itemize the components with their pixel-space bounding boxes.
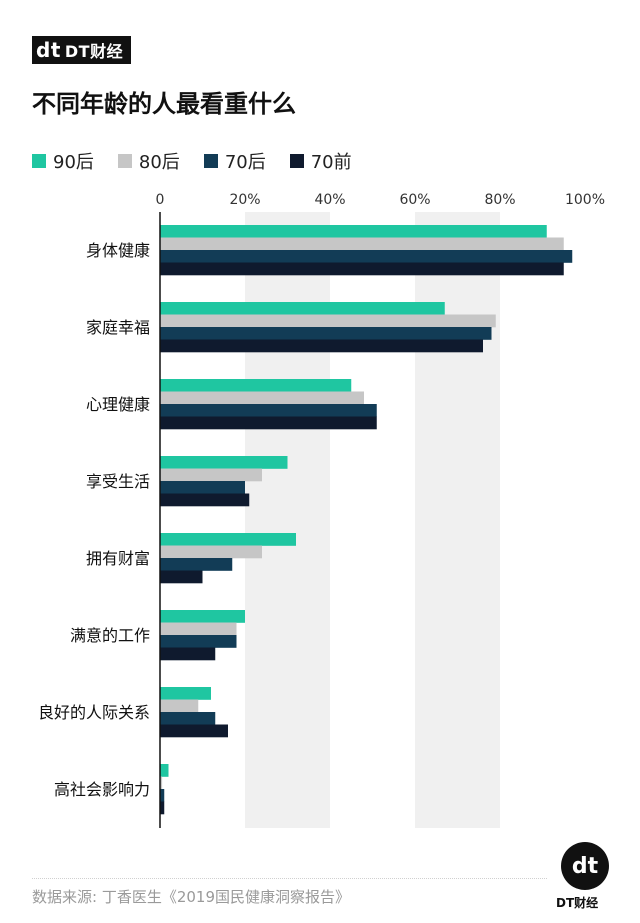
x-tick-label-3: 60%: [399, 192, 430, 208]
bar-5-0: [160, 610, 245, 623]
category-label-7: 高社会影响力: [54, 780, 150, 799]
legend-item-1: 80后: [117, 148, 180, 174]
category-label-1: 家庭幸福: [86, 318, 150, 337]
x-tick-label-1: 20%: [229, 192, 260, 208]
bar-3-2: [160, 481, 245, 494]
legend-swatch-2: [203, 154, 218, 168]
bar-4-0: [160, 533, 296, 546]
legend-item-0: 90后: [32, 148, 94, 174]
bar-1-3: [160, 339, 483, 353]
category-label-2: 心理健康: [86, 395, 150, 414]
bar-0-0: [160, 225, 547, 238]
bar-5-3: [160, 647, 216, 661]
bar-6-0: [160, 687, 211, 700]
legend-label-2: 70后: [224, 152, 266, 173]
bar-2-2: [160, 404, 377, 417]
bar-1-1: [160, 314, 496, 328]
legend-swatch-0: [32, 154, 46, 168]
brand-name: DT财经: [64, 42, 124, 61]
bar-6-2: [160, 712, 216, 725]
bar-7-0: [160, 764, 169, 777]
footer-divider: [32, 878, 547, 880]
bar-4-2: [160, 558, 233, 571]
category-label-6: 良好的人际关系: [38, 703, 150, 722]
bar-0-1: [160, 237, 564, 251]
chart-title: 不同年龄的人最看重什么: [32, 90, 296, 118]
bar-7-1: [160, 776, 163, 790]
legend: 90后 80后 70后 70前: [32, 148, 352, 174]
bar-1-2: [160, 327, 492, 340]
bar-3-1: [160, 468, 262, 482]
bar-3-0: [160, 456, 288, 469]
bar-7-2: [160, 789, 165, 802]
bar-4-1: [160, 545, 262, 559]
bar-0-2: [160, 250, 573, 263]
brand-mark: dt: [36, 38, 61, 62]
source-note: 数据来源: 丁香医生《2019国民健康洞察报告》: [32, 888, 350, 906]
bar-5-2: [160, 635, 237, 648]
brand-badge: dt: [561, 842, 609, 890]
category-label-5: 满意的工作: [70, 626, 150, 645]
x-tick-label-2: 40%: [314, 192, 345, 208]
bar-3-3: [160, 493, 250, 507]
category-label-0: 身体健康: [86, 241, 150, 260]
legend-item-2: 70后: [203, 148, 266, 174]
legend-item-3: 70前: [289, 148, 352, 174]
x-tick-label-4: 80%: [484, 192, 515, 208]
bar-6-1: [160, 699, 199, 713]
brand-badge-name: DT财经: [556, 896, 599, 910]
bar-6-3: [160, 724, 228, 738]
legend-label-3: 70前: [310, 152, 352, 173]
bar-5-1: [160, 622, 237, 636]
brand-badge-mark: dt: [571, 853, 599, 879]
x-tick-label-5: 100%: [565, 192, 605, 208]
bar-7-3: [160, 801, 165, 815]
x-tick-label-0: 0: [156, 192, 165, 208]
legend-swatch-1: [117, 154, 132, 168]
bar-1-0: [160, 302, 445, 315]
legend-label-1: 80后: [138, 152, 180, 173]
brand-logo: dt DT财经: [32, 36, 132, 64]
bar-2-0: [160, 379, 352, 392]
bar-2-3: [160, 416, 377, 430]
category-label-4: 拥有财富: [86, 549, 150, 568]
legend-swatch-3: [289, 154, 304, 168]
bar-2-1: [160, 391, 364, 405]
bar-4-3: [160, 570, 203, 584]
bar-0-3: [160, 262, 564, 276]
category-label-3: 享受生活: [86, 472, 150, 491]
legend-label-0: 90后: [53, 152, 94, 173]
